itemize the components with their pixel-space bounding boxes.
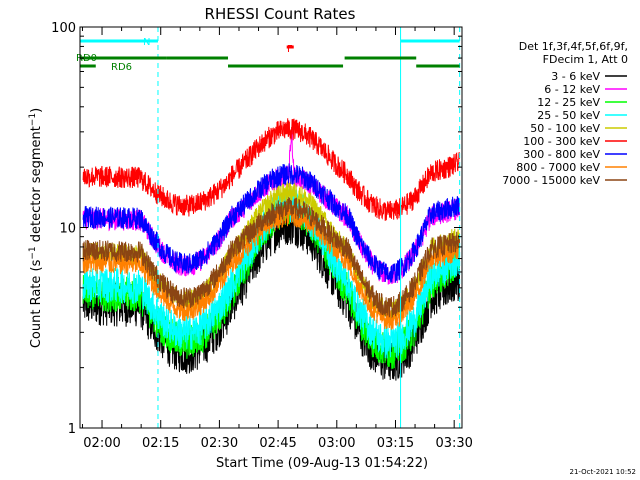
night-label: N — [143, 37, 150, 48]
legend-header-line-2: FDecim 1, Att 0 — [543, 53, 628, 66]
series-layer — [82, 118, 460, 381]
y-axis-label-sup2: −1 — [28, 113, 38, 126]
legend-label-2: 6 - 12 keV — [544, 83, 600, 96]
flare-label: F — [287, 44, 293, 55]
x-axis-label: Start Time (09-Aug-13 01:54:22) — [216, 456, 428, 471]
legend-label-8: 800 - 7000 keV — [516, 161, 600, 174]
series-line-6 — [82, 118, 460, 221]
y-axis-label-c: ) — [29, 108, 44, 113]
y-axis-label-b: detector segment — [29, 126, 44, 246]
series-line-7 — [82, 163, 460, 283]
chart-title: RHESSI Count Rates — [205, 5, 356, 23]
series-line-9 — [82, 197, 460, 319]
x-tick-label-3: 02:30 — [201, 436, 238, 451]
y-axis-label-a: Count Rate (s — [29, 259, 44, 348]
footer-date: 21-Oct-2021 10:52 — [570, 468, 636, 476]
legend-label-7: 300 - 800 keV — [523, 148, 600, 161]
legend-label-9: 7000 - 15000 keV — [502, 174, 600, 187]
legend-header-line-1: Det 1f,3f,4f,5f,6f,9f, — [519, 40, 628, 53]
y-tick-label-3: 100 — [51, 21, 76, 36]
x-tick-label-7: 03:30 — [435, 436, 472, 451]
y-tick-label-2: 10 — [59, 222, 76, 237]
legend-label-6: 100 - 300 keV — [523, 135, 600, 148]
axis-layer: 02:00 02:15 02:30 02:45 03:00 03:15 03:30 1 10 10… — [51, 21, 473, 451]
x-tick-label-2: 02:15 — [142, 436, 179, 451]
legend-label-1: 3 - 6 keV — [551, 70, 600, 83]
y-tick-label-1: 1 — [68, 422, 76, 437]
x-tick-label-1: 02:00 — [83, 436, 120, 451]
legend-label-5: 50 - 100 keV — [530, 122, 600, 135]
legend-label-3: 12 - 25 keV — [537, 96, 600, 109]
legend-label-4: 25 - 50 keV — [537, 109, 600, 122]
legend: Det 1f,3f,4f,5f,6f,9f, FDecim 1, Att 0 3… — [502, 40, 628, 187]
x-tick-label-6: 03:15 — [377, 436, 414, 451]
rd0-label: RD0 — [76, 53, 97, 64]
x-tick-label-5: 03:00 — [318, 436, 355, 451]
rd6-label: RD6 — [111, 62, 132, 73]
y-axis-label-sup1: −1 — [28, 246, 38, 259]
x-tick-label-4: 02:45 — [259, 436, 296, 451]
series-line-8 — [82, 204, 460, 330]
y-axis-label: Count Rate (s−1 detector segment−1) — [28, 108, 44, 348]
